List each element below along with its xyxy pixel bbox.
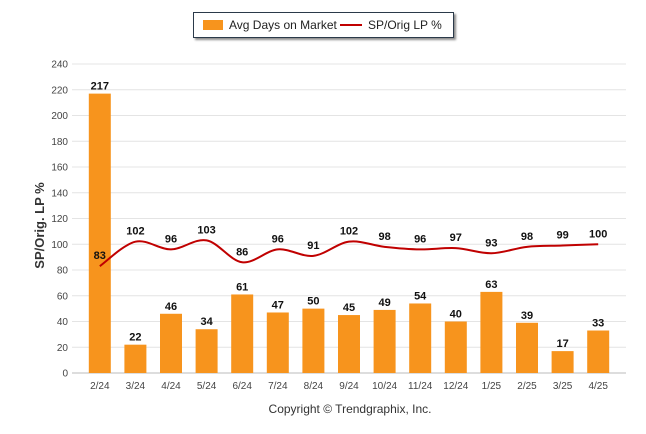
y-tick-label: 0 [62, 369, 68, 380]
bar-data-label: 46 [165, 301, 177, 313]
y-tick-label: 160 [51, 163, 68, 174]
bar-data-label: 22 [129, 332, 141, 344]
x-tick-label: 9/24 [339, 381, 359, 392]
bar-data-label: 54 [414, 290, 427, 302]
line-data-label: 102 [340, 226, 358, 238]
line-data-label: 103 [197, 224, 215, 236]
y-tick-label: 80 [57, 266, 69, 277]
bar-data-label: 61 [236, 281, 248, 293]
x-tick-label: 4/24 [161, 381, 181, 392]
legend-label-sp-orig-lp: SP/Orig LP % [368, 18, 442, 32]
bar-days-on-market [587, 330, 610, 373]
bar-days-on-market [302, 308, 325, 373]
line-data-label: 86 [236, 246, 248, 258]
line-data-label: 99 [556, 230, 568, 242]
x-tick-label: 12/24 [443, 381, 468, 392]
bar-days-on-market [195, 329, 218, 373]
line-data-label: 96 [165, 233, 177, 245]
bar-data-label: 40 [450, 309, 462, 321]
bar-data-label: 49 [378, 297, 390, 309]
bar-data-label: 17 [556, 338, 568, 350]
y-tick-label: 200 [51, 111, 68, 122]
legend-item-sp-orig-lp: SP/Orig LP % [340, 13, 442, 37]
x-tick-label: 8/24 [304, 381, 324, 392]
bar-days-on-market [551, 351, 574, 373]
bar-days-on-market [160, 313, 182, 373]
bar-data-label: 34 [200, 316, 213, 328]
y-tick-label: 60 [57, 291, 69, 302]
bar-days-on-market [338, 315, 360, 373]
line-data-label: 102 [126, 226, 144, 238]
bar-days-on-market [266, 312, 289, 373]
bar-data-label: 39 [521, 310, 533, 322]
bar-days-on-market [88, 93, 111, 374]
y-tick-label: 100 [51, 240, 68, 251]
x-tick-label: 5/24 [197, 381, 217, 392]
bar-data-label: 33 [592, 318, 604, 330]
bar-days-on-market [409, 303, 432, 373]
line-data-label: 91 [307, 240, 319, 252]
line-data-label: 96 [414, 233, 426, 245]
legend-item-days-on-market: Avg Days on Market [203, 13, 337, 37]
x-tick-label: 3/24 [126, 381, 146, 392]
copyright-text: Copyright © Trendgraphix, Inc. [268, 402, 432, 416]
legend-label-days-on-market: Avg Days on Market [229, 18, 337, 32]
bar-data-label: 63 [485, 279, 497, 291]
line-data-label: 100 [589, 228, 607, 240]
bar-days-on-market [516, 322, 538, 373]
chart-legend: Avg Days on Market SP/Orig LP % [193, 12, 454, 38]
x-tick-label: 6/24 [232, 381, 252, 392]
bar-days-on-market [444, 321, 467, 373]
y-tick-label: 120 [51, 214, 68, 225]
x-tick-label: 2/25 [517, 381, 537, 392]
line-sp-orig-lp [99, 239, 599, 267]
bar-days-on-market [373, 309, 396, 373]
legend-line-swatch [340, 24, 362, 26]
line-data-label: 83 [94, 250, 106, 262]
bar-data-label: 47 [272, 299, 284, 311]
x-tick-label: 7/24 [268, 381, 288, 392]
bar-days-on-market [124, 344, 147, 373]
bar-data-label: 217 [91, 81, 109, 93]
bar-days-on-market [231, 294, 254, 373]
y-tick-label: 40 [57, 317, 69, 328]
legend-bar-swatch [203, 20, 223, 30]
x-tick-label: 2/24 [90, 381, 110, 392]
line-data-label: 97 [450, 232, 462, 244]
line-data-label: 96 [272, 233, 284, 245]
y-tick-label: 140 [51, 188, 68, 199]
line-data-label: 93 [485, 237, 497, 249]
y-tick-label: 220 [51, 85, 68, 96]
x-tick-label: 10/24 [372, 381, 397, 392]
line-data-label: 98 [378, 231, 390, 243]
line-data-label: 98 [521, 231, 533, 243]
x-tick-label: 3/25 [553, 381, 573, 392]
x-tick-label: 11/24 [408, 381, 433, 392]
y-tick-label: 180 [51, 137, 68, 148]
x-tick-label: 4/25 [588, 381, 608, 392]
bar-days-on-market [480, 291, 503, 373]
y-tick-label: 20 [57, 343, 69, 354]
y-axis-title: SP/Orig. LP % [32, 182, 47, 269]
y-tick-label: 240 [51, 60, 68, 71]
bar-data-label: 50 [307, 296, 319, 308]
x-tick-label: 1/25 [482, 381, 502, 392]
bar-data-label: 45 [343, 302, 355, 314]
